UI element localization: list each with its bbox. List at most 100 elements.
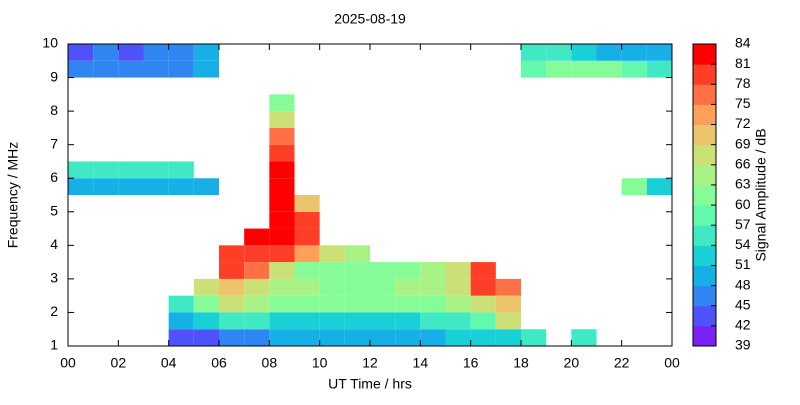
heat-cell xyxy=(168,329,194,346)
heat-cell xyxy=(219,295,245,313)
heat-cell xyxy=(269,178,295,195)
heat-cell xyxy=(395,262,421,279)
heat-cell xyxy=(546,60,572,78)
heat-cell xyxy=(621,178,647,195)
heat-cell xyxy=(294,278,320,296)
heat-cell xyxy=(521,44,547,61)
y-tick-label: 1 xyxy=(50,337,58,353)
heat-cell xyxy=(294,245,320,263)
heat-cell xyxy=(168,295,194,313)
heat-cell xyxy=(294,262,320,279)
heat-cell xyxy=(646,44,672,61)
heat-cell xyxy=(495,329,521,346)
heat-cell xyxy=(319,312,345,330)
heat-cell xyxy=(344,262,370,279)
heat-cell xyxy=(546,44,572,61)
x-tick-label: 00 xyxy=(664,355,680,371)
heat-cell xyxy=(269,195,295,212)
heat-cell xyxy=(193,278,219,296)
heat-cell xyxy=(646,178,672,195)
heat-cell xyxy=(143,60,169,78)
colorbar-swatch xyxy=(693,285,716,307)
heat-cell xyxy=(495,312,521,330)
colorbar-tick-label: 57 xyxy=(735,216,751,232)
heat-cell xyxy=(244,245,270,263)
heat-cell xyxy=(470,262,496,279)
y-tick-label: 2 xyxy=(50,303,58,319)
heat-cell xyxy=(395,312,421,330)
heat-cell xyxy=(269,312,295,330)
heat-cell xyxy=(470,312,496,330)
heat-cell xyxy=(294,228,320,246)
heat-cell xyxy=(269,278,295,296)
colorbar-tick-label: 48 xyxy=(735,276,751,292)
heat-cell xyxy=(470,278,496,296)
heat-cell xyxy=(294,211,320,229)
heat-cell xyxy=(168,161,194,179)
colorbar-tick-label: 42 xyxy=(735,317,751,333)
heat-cell xyxy=(344,329,370,346)
heat-cell xyxy=(118,60,144,78)
heat-cell xyxy=(269,262,295,279)
heat-cell xyxy=(294,312,320,330)
x-axis-label: UT Time / hrs xyxy=(328,376,412,392)
colorbar-swatch xyxy=(693,124,716,146)
colorbar-frame xyxy=(692,43,717,347)
colorbar-tick-label: 51 xyxy=(735,256,751,272)
heat-cell xyxy=(596,44,622,61)
heat-cell xyxy=(269,211,295,229)
heat-cell xyxy=(445,278,471,296)
heat-cell xyxy=(219,329,245,346)
colorbar-tick-label: 66 xyxy=(735,156,751,172)
heat-cell xyxy=(93,60,119,78)
heat-cell xyxy=(219,278,245,296)
x-tick-label: 04 xyxy=(161,355,177,371)
heat-cell xyxy=(269,144,295,162)
colorbar-swatch xyxy=(693,225,716,246)
y-tick-label: 6 xyxy=(50,169,58,185)
x-tick-label: 06 xyxy=(211,355,227,371)
heat-cell xyxy=(596,60,622,78)
colorbar-tick-label: 60 xyxy=(735,196,751,212)
heat-cell xyxy=(168,44,194,61)
heat-cell xyxy=(420,278,446,296)
heat-cell xyxy=(143,44,169,61)
heat-cell xyxy=(621,60,647,78)
heat-cell xyxy=(470,295,496,313)
heat-cell xyxy=(395,295,421,313)
x-tick-label: 08 xyxy=(262,355,278,371)
heat-cell xyxy=(294,295,320,313)
colorbar-tick-label: 72 xyxy=(735,115,751,131)
x-tick-label: 18 xyxy=(513,355,529,371)
x-tick-label: 22 xyxy=(614,355,630,371)
heat-cell xyxy=(168,178,194,195)
heat-cell xyxy=(193,312,219,330)
heat-cell xyxy=(68,161,94,179)
x-tick-label: 12 xyxy=(362,355,378,371)
heat-cell xyxy=(445,312,471,330)
y-tick-label: 7 xyxy=(50,135,58,151)
heat-cell xyxy=(495,295,521,313)
heat-cell xyxy=(445,329,471,346)
heat-cell xyxy=(219,312,245,330)
heat-cell xyxy=(420,312,446,330)
heat-cell xyxy=(269,228,295,246)
colorbar-swatch xyxy=(693,164,716,186)
heat-cell xyxy=(168,312,194,330)
heat-cell xyxy=(344,278,370,296)
colorbar-tick-label: 84 xyxy=(735,35,751,51)
colorbar-swatch xyxy=(693,184,716,206)
colorbar-swatch xyxy=(693,104,716,126)
colorbar-swatch xyxy=(693,64,716,85)
colorbar-swatch xyxy=(693,205,716,226)
x-tick-label: 02 xyxy=(111,355,127,371)
heat-cell xyxy=(370,262,396,279)
heat-cell xyxy=(93,178,119,195)
heat-cell xyxy=(344,245,370,263)
heat-cell xyxy=(269,161,295,179)
heat-cell xyxy=(395,329,421,346)
heat-cell xyxy=(344,295,370,313)
heat-cell xyxy=(571,60,597,78)
heat-cell xyxy=(571,329,597,346)
